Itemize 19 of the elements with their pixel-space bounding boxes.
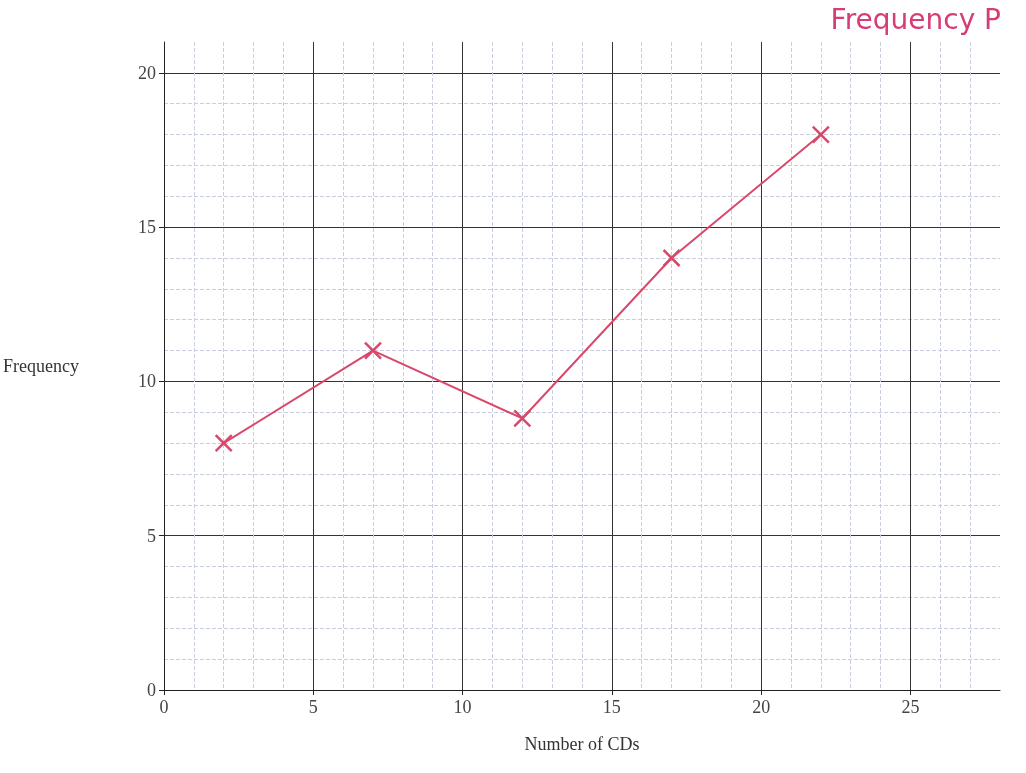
x-axis-title: Number of CDs	[524, 734, 640, 754]
x-tick-label: 15	[602, 697, 621, 717]
x-tick-label: 10	[453, 697, 472, 717]
y-tick-label: 0	[146, 680, 156, 700]
point	[811, 125, 831, 144]
point	[513, 409, 532, 428]
x-tick-label: 20	[752, 697, 771, 717]
y-tick-label: 20	[137, 62, 156, 83]
x-tick-label: 25	[901, 697, 920, 717]
y-tick-label: 5	[146, 525, 156, 546]
x-tick-label: 0	[159, 697, 169, 717]
y-tick-label: 10	[137, 371, 156, 392]
y-axis-title: Frequency	[2, 356, 79, 376]
point	[363, 341, 383, 360]
x-tick-label: 5	[308, 697, 318, 717]
chart-title: Frequency P	[830, 2, 1001, 36]
y-tick-label: 15	[137, 217, 156, 238]
point	[214, 433, 233, 453]
point	[662, 248, 681, 268]
